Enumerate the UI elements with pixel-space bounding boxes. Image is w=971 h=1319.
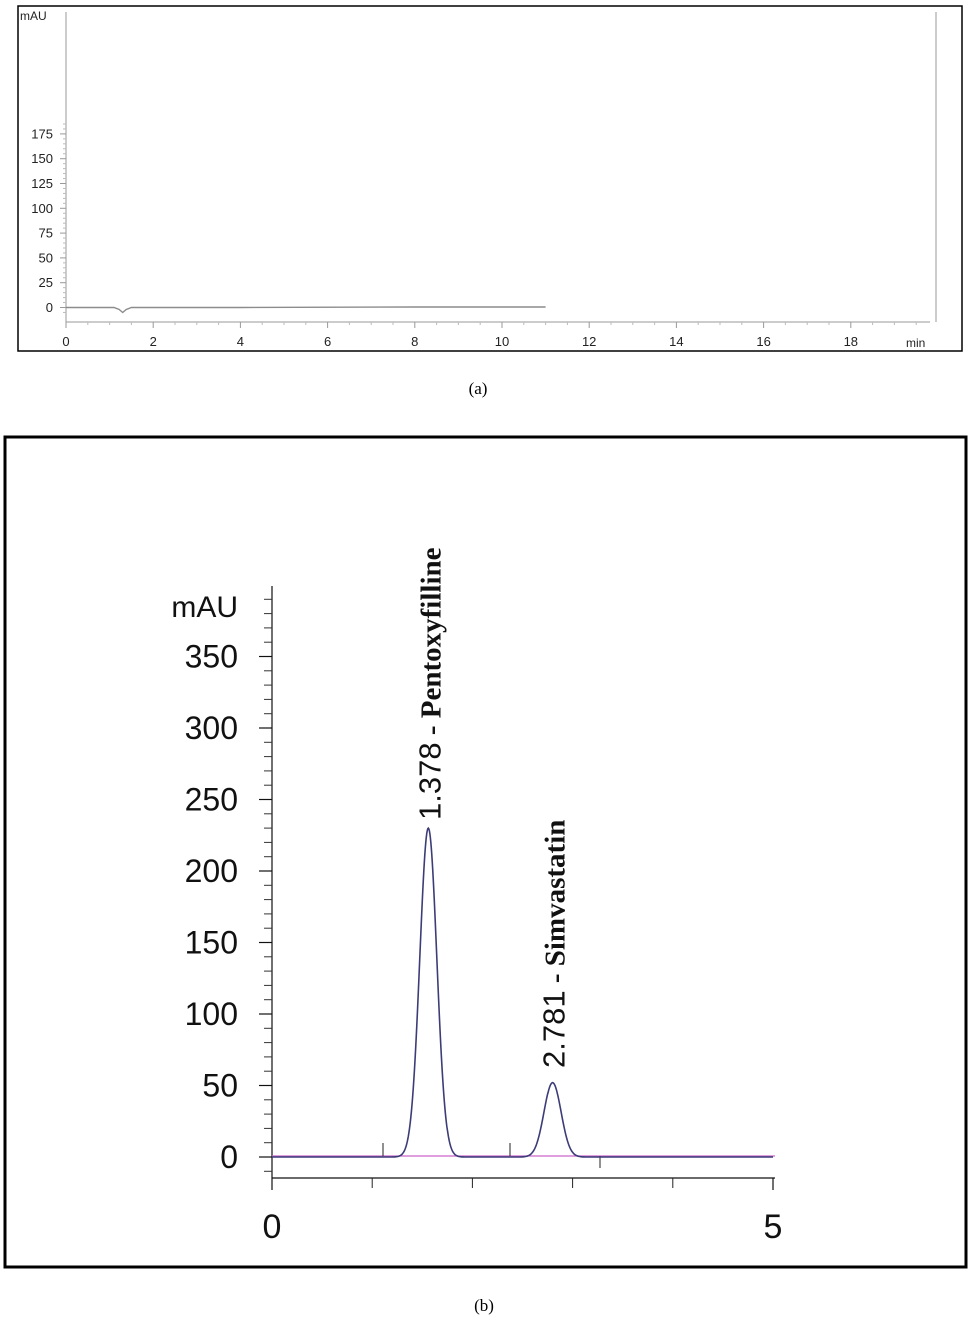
panel-a-y-tick-label: 125	[31, 176, 53, 191]
panel-b-y-tick-label: 200	[185, 853, 238, 889]
panel-b-y-tick-label: 250	[185, 782, 238, 818]
panel-a-x-tick-label: 18	[844, 334, 858, 349]
panel-b-x-tick-label: 5	[764, 1208, 783, 1246]
panel-a-y-axis-label: mAU	[20, 9, 47, 23]
panel-a-x-tick-label: 10	[495, 334, 509, 349]
panel-b-y-tick-label: 300	[185, 710, 238, 746]
peak-retention-time: 1.378	[412, 742, 447, 820]
panel-a-x-tick-label: 8	[411, 334, 418, 349]
panel-b-y-tick-label: 100	[185, 996, 238, 1032]
peak-compound-name: Simvastatin	[540, 820, 572, 967]
panel-a-y-tick-label: 25	[39, 275, 53, 290]
panel-b-border	[3, 435, 968, 1269]
panel-a-y-tick-label: 75	[39, 226, 53, 241]
peak-separator: -	[415, 718, 447, 742]
panel-a-y-tick-label: 50	[39, 250, 53, 265]
panel-a-y-tick-label: 150	[31, 151, 53, 166]
panel-b-x-tick-label: 0	[263, 1208, 282, 1246]
panel-a-x-tick-label: 12	[582, 334, 596, 349]
peak-label: 1.378 - Pentoxyfilline	[412, 547, 447, 820]
panel-b-y-tick-label: 0	[220, 1139, 238, 1175]
panel-a-label: (a)	[469, 379, 488, 398]
panel-a-y-tick-label: 175	[31, 126, 53, 141]
panel-a-x-tick-label: 0	[62, 334, 69, 349]
panel-b-series-line	[272, 826, 773, 1158]
panel-b: 0 50 100 150 200 250 300 350 0 5 mAU 1.378 - Pen…	[3, 435, 968, 1269]
panel-a-y-tick-label: 0	[46, 300, 53, 315]
panel-a-x-tick-label: 2	[150, 334, 157, 349]
panel-a-series-line	[66, 306, 546, 314]
panel-a-x-tick-label: 4	[237, 334, 244, 349]
panel-a-x-tick-label: 6	[324, 334, 331, 349]
panel-b-label: (b)	[474, 1296, 494, 1315]
peak-label: 2.781 - Simvastatin	[537, 820, 572, 1068]
peak-retention-time: 2.781	[537, 990, 572, 1068]
panel-a-x-axis-label: min	[906, 336, 925, 350]
panel-b-y-tick-label: 50	[202, 1068, 238, 1104]
panel-b-y-tick-label: 150	[185, 925, 238, 961]
peak-compound-name: Pentoxyfilline	[415, 547, 447, 718]
peak-separator: -	[540, 966, 572, 990]
panel-a-border	[17, 5, 963, 352]
panel-b-y-tick-label: 350	[185, 639, 238, 675]
panel-a-x-tick-label: 16	[756, 334, 770, 349]
panel-a-x-tick-label: 14	[669, 334, 683, 349]
panel-a-y-tick-label: 100	[31, 201, 53, 216]
panel-b-y-axis-label: mAU	[171, 591, 238, 624]
